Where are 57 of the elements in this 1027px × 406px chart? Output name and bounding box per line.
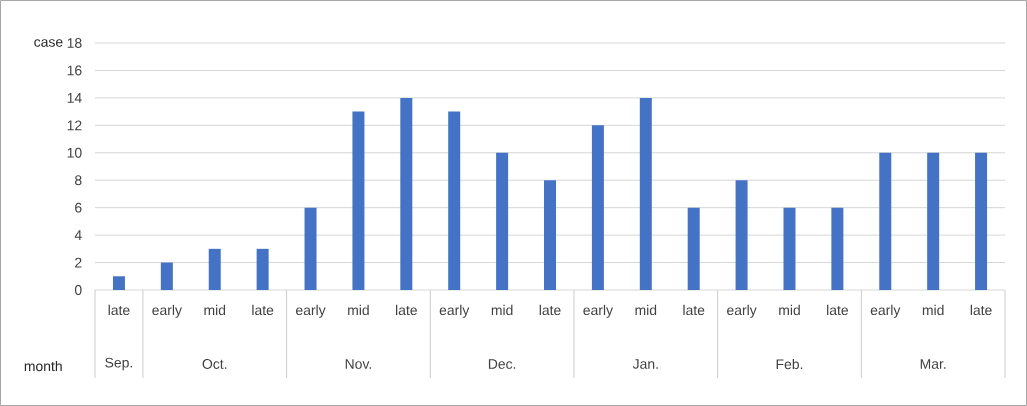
y-tick-label: 10 [67,147,82,158]
x-tick-label: late [252,304,274,316]
text: Dec. [488,359,516,369]
y-tick-label: 2 [75,257,82,268]
y-tick-label: 8 [75,175,82,186]
x-tick-label: early [296,304,326,318]
y-tick-label: 14 [67,93,82,103]
x-tick-label: mid [779,304,800,316]
bar [639,97,652,290]
x-tick-label: late [683,304,705,316]
text: Mar. [920,359,946,369]
bar [975,152,988,290]
bar [352,111,365,290]
text: Oct. [202,359,227,369]
x-tick-label: early [583,304,613,318]
x-tick-label: mid [922,304,944,316]
y-tick-label: 16 [67,65,82,76]
x-tick-label: late [827,304,848,316]
bar [496,152,509,290]
y-tick-label: 18 [67,38,82,48]
text: Jan. [632,359,658,369]
bar [160,262,173,290]
x-tick-label: mid [491,304,513,316]
bar [112,276,125,290]
x-tick-label: early [439,304,470,318]
bar [208,248,221,290]
bar [256,248,269,290]
x-tick-label: early [727,304,757,318]
x-tick-label: late [970,304,992,316]
bar [400,97,413,290]
x-tick-label: late [108,304,130,316]
y-axis-title: case [34,39,63,47]
x-tick-label: mid [635,304,657,316]
bar [831,207,844,290]
y-tick-label: 6 [75,202,82,213]
y-tick-label: 4 [74,230,82,240]
x-tick-label: mid [348,304,369,316]
bar [927,152,940,290]
text: Feb. [776,358,803,370]
x-axis-title: month [24,360,62,372]
x-tick-label: early [152,304,182,318]
bar [591,125,604,290]
y-tick-label: 12 [67,120,82,131]
x-tick-label: mid [204,304,226,316]
text: Nov. [345,359,371,369]
bar [687,207,700,290]
bar [735,180,748,290]
bar [448,111,461,290]
bar [879,152,892,290]
x-tick-label: late [539,304,561,316]
x-tick-label: early [870,304,901,318]
x-tick-label: late [396,304,417,316]
y-tick-label: 0 [74,285,82,295]
bar [304,207,317,290]
text: Sep. [105,357,133,371]
bar [544,180,557,290]
bar [783,207,796,290]
